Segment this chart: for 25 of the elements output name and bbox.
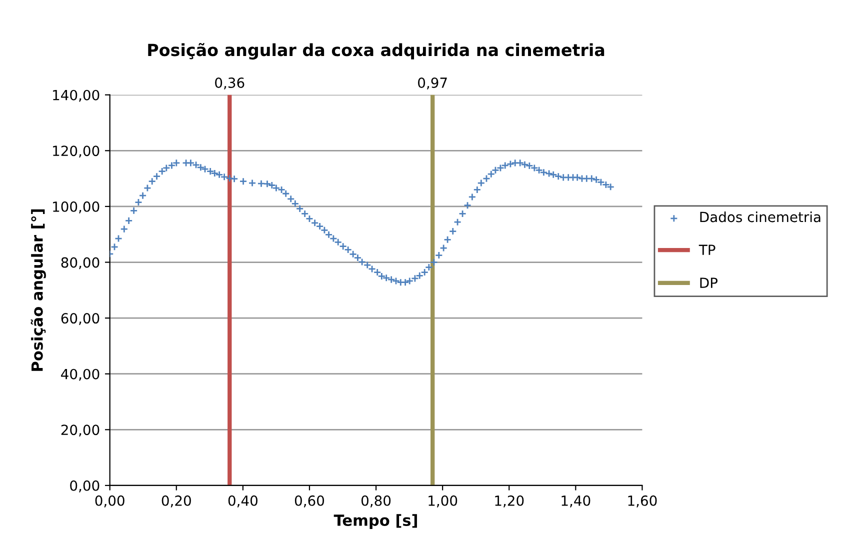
y-tick-label: 100,00 <box>53 201 100 214</box>
x-tick-label: 0,60 <box>294 495 324 508</box>
legend-label: TP <box>698 244 716 255</box>
x-tick-label: 1,60 <box>628 495 657 508</box>
y-tick-label: 40,00 <box>61 368 100 381</box>
x-tick-label: 0,20 <box>162 495 191 508</box>
chart-title: Posição angular da coxa adquirida na cinemetria <box>148 43 604 60</box>
y-tick-label: 80,00 <box>61 257 100 270</box>
y-axis-title: Posição angular [°] <box>30 209 46 371</box>
x-tick-label: 1,40 <box>562 495 590 508</box>
legend-label: Dados cinemetria <box>700 211 820 222</box>
y-tick-label: 120,00 <box>53 146 100 158</box>
annotation: 0,97 <box>418 77 447 90</box>
x-tick-label: 1,00 <box>428 495 458 508</box>
y-tick-label: 140,00 <box>53 90 100 102</box>
annotation: 0,36 <box>215 77 244 90</box>
legend-label: DP <box>700 278 718 288</box>
x-axis-title: Tempo [s] <box>334 514 417 529</box>
y-tick-label: 20,00 <box>61 424 100 437</box>
x-tick-label: 1,20 <box>495 495 524 508</box>
x-tick-label: 0,00 <box>95 495 124 508</box>
x-tick-label: 0,40 <box>228 495 258 508</box>
y-tick-label: 60,00 <box>61 313 100 325</box>
y-tick-label: 0,00 <box>70 480 100 492</box>
x-tick-label: 0,80 <box>361 495 391 508</box>
